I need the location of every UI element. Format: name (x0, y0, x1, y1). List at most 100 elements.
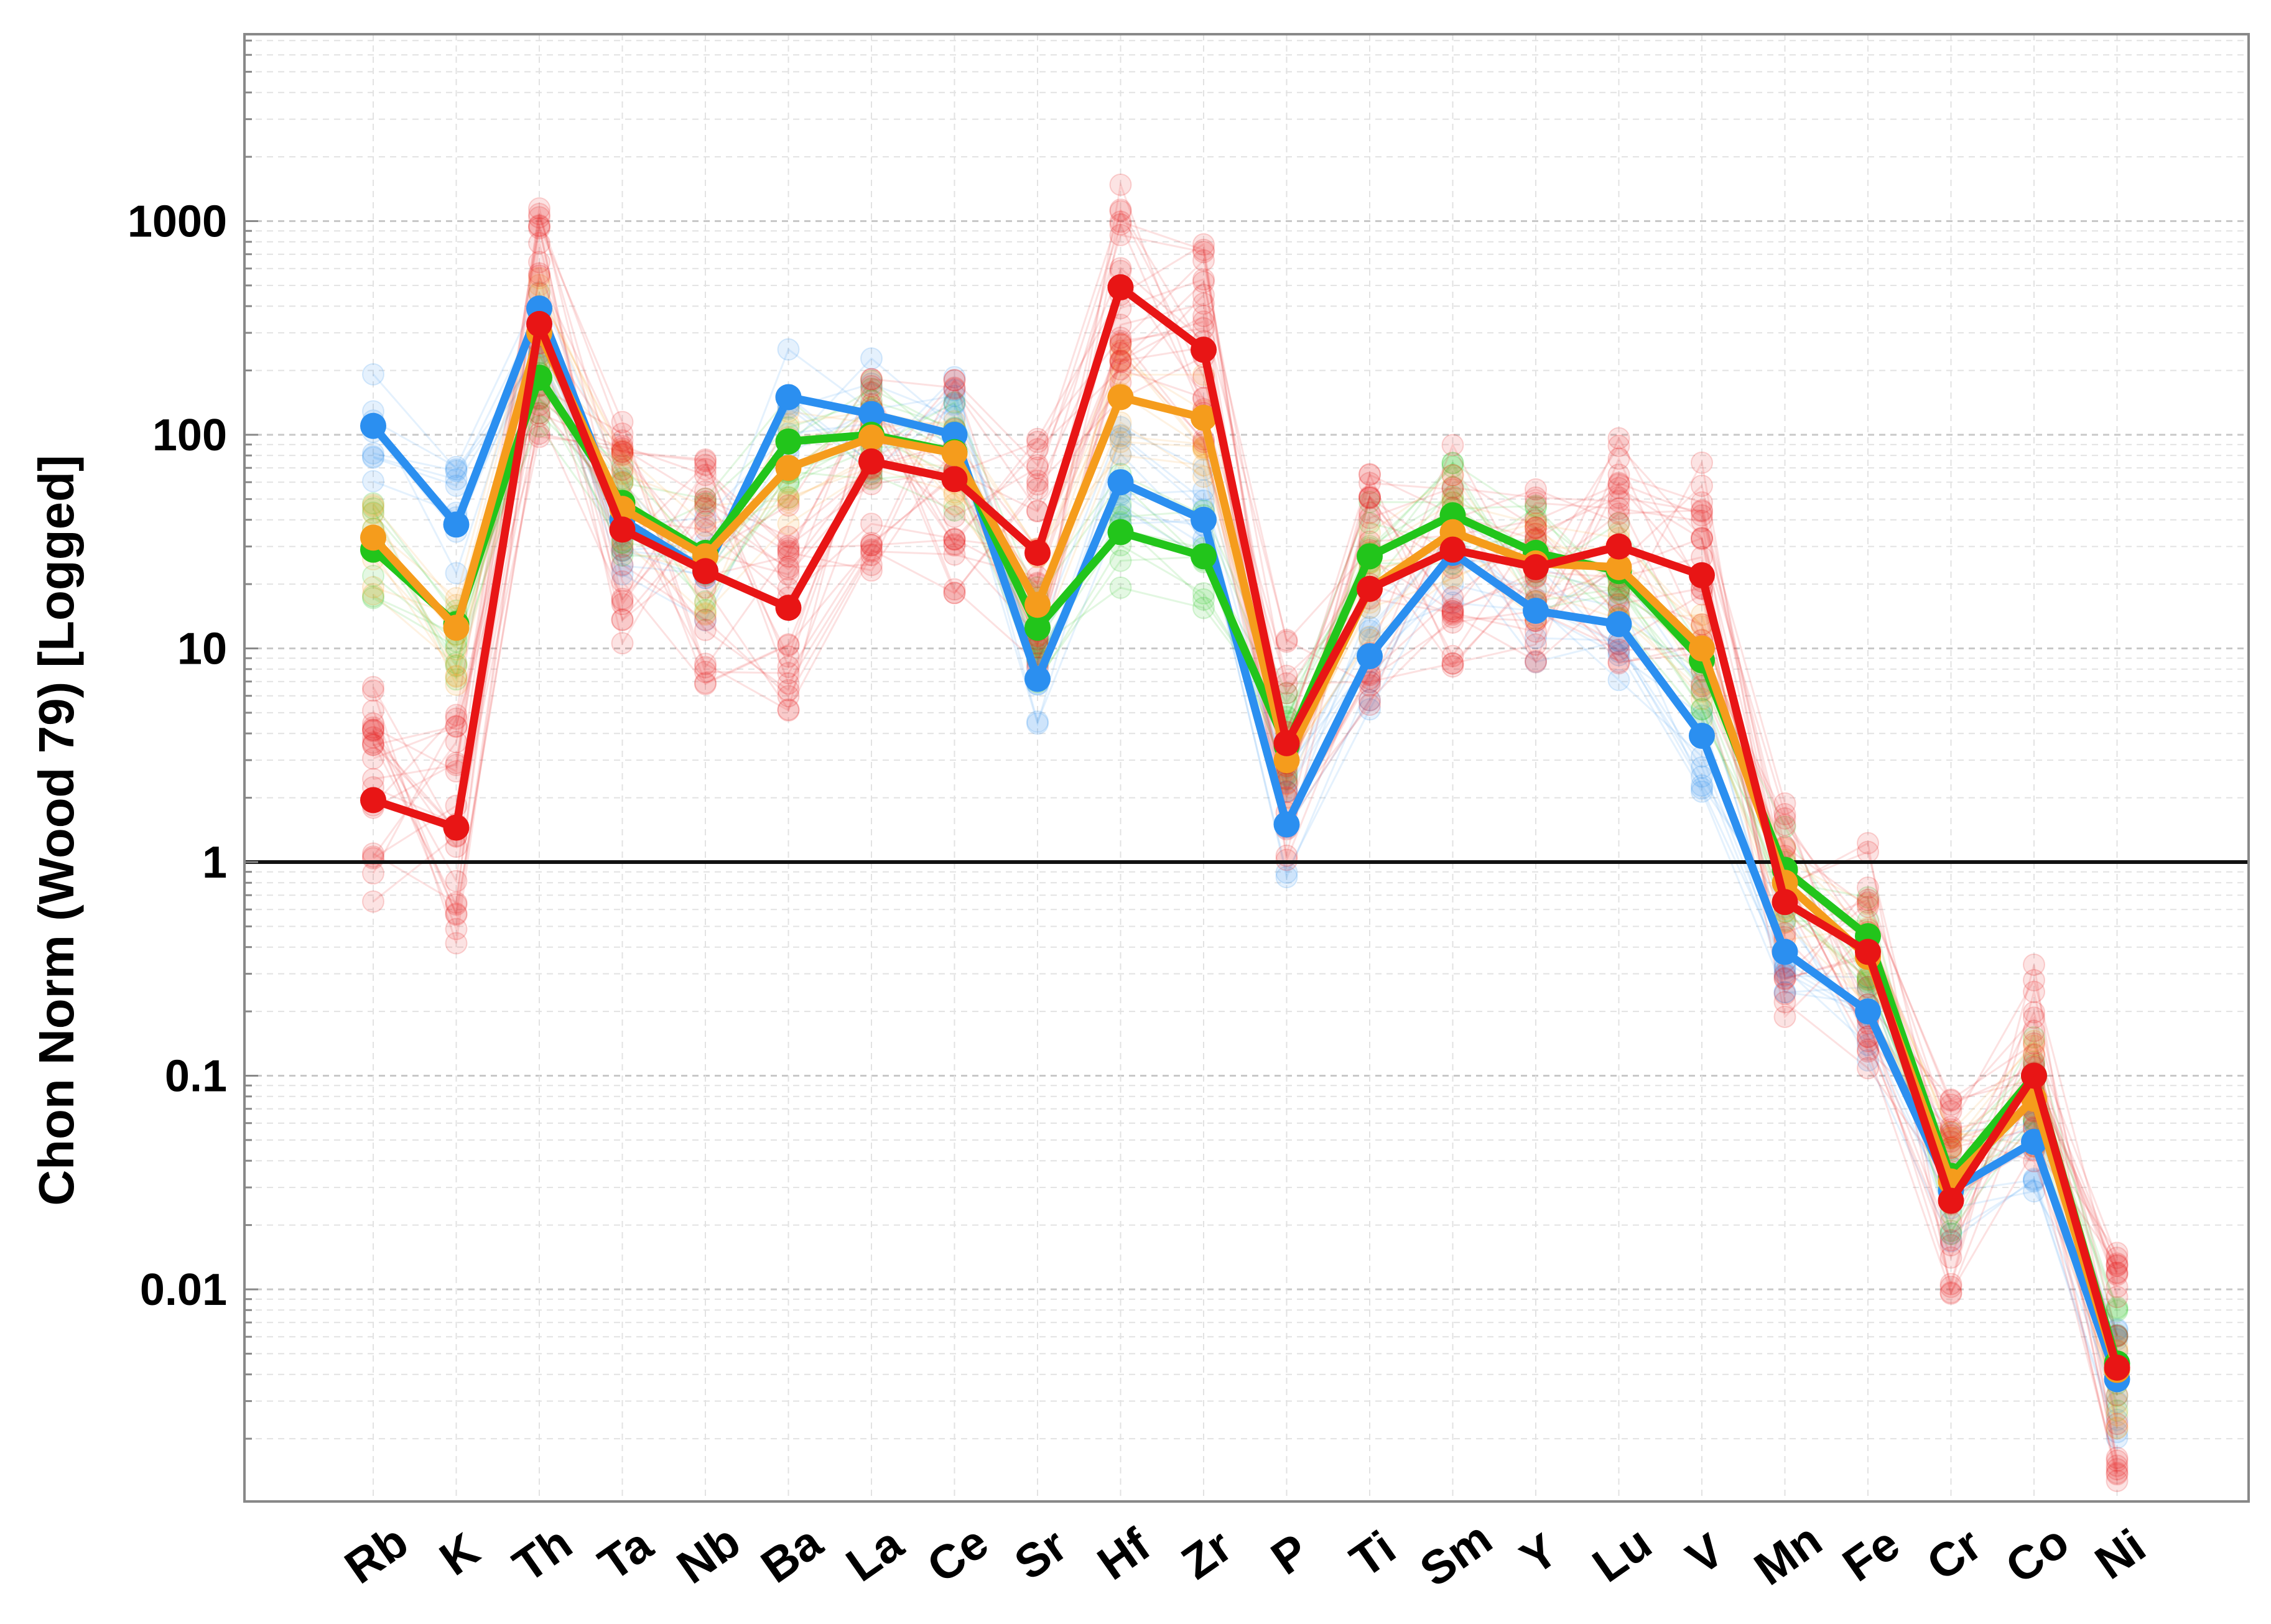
sample-point (2106, 1296, 2129, 1319)
axes (243, 33, 2250, 1503)
sample-point (860, 513, 883, 536)
sample-point (1939, 1223, 1962, 1246)
sample-point (777, 488, 800, 511)
sample-point (2106, 1252, 2129, 1275)
sample-point (777, 655, 800, 678)
data-point-p (1273, 730, 1300, 756)
sample-point (860, 369, 883, 392)
sample-point (2106, 1261, 2129, 1284)
sample-point (2023, 953, 2045, 976)
x-tick-label-ce: Ce (918, 1515, 998, 1593)
sample-point (1773, 1005, 1796, 1028)
sample-point (362, 731, 384, 754)
sample-point (2106, 1469, 2129, 1492)
sample-point (1026, 430, 1049, 453)
sample-point (860, 559, 883, 582)
sample-line (373, 345, 2118, 1439)
sample-point (1857, 891, 1879, 914)
sample-point (362, 718, 384, 741)
x-tick-label-sm: Sm (1411, 1511, 1502, 1597)
sample-point (943, 532, 966, 555)
sample-point (445, 458, 468, 481)
sample-point (1773, 807, 1796, 830)
x-tick-label-cr: Cr (1918, 1518, 1991, 1591)
sample-point (1026, 710, 1049, 733)
sample-point (1192, 310, 1215, 333)
sample-line (373, 269, 2118, 1367)
sample-point (528, 415, 550, 438)
sample-point (2106, 1421, 2129, 1444)
sample-point (528, 231, 550, 254)
sample-point (2106, 1417, 2129, 1440)
sample-point (362, 576, 384, 599)
sample-point (528, 251, 550, 274)
y-axis-label: Chon Norm (Wood 79) [Logged] (29, 455, 84, 1205)
data-point-mn (1772, 939, 1798, 965)
x-tick-label-la: La (837, 1516, 913, 1592)
sample-point (2106, 1454, 2129, 1477)
x-tick-label-y: Y (1511, 1524, 1567, 1585)
sample-line (372, 226, 2118, 1273)
sample-point (1691, 527, 1713, 550)
sample-point (1275, 630, 1298, 653)
data-point-zr (1191, 506, 1217, 533)
sample-point (528, 264, 550, 287)
sample-point (611, 589, 634, 612)
sample-point (1857, 888, 1879, 911)
sample-point (1109, 341, 1132, 364)
sample-point (445, 902, 468, 925)
sample-point (694, 506, 717, 529)
sample-point (1192, 582, 1215, 605)
sample-point (2023, 1034, 2045, 1057)
sample-point (611, 438, 634, 462)
sample-point (860, 372, 883, 395)
sample-point (777, 634, 800, 657)
data-point-y (1523, 554, 1549, 580)
sample-point (694, 510, 717, 533)
sample-point (1607, 511, 1630, 534)
sample-point (943, 582, 966, 605)
data-point-la (858, 424, 885, 451)
sample-point (1026, 454, 1049, 477)
sample-line (372, 293, 2118, 1274)
sample-point (528, 206, 550, 229)
sample-point (362, 442, 384, 465)
sample-point (694, 490, 717, 513)
sample-line (372, 208, 2118, 1482)
sample-line (372, 258, 2118, 1396)
sample-point (694, 598, 717, 621)
sample-point (1358, 616, 1381, 639)
sample-point (2106, 1262, 2129, 1285)
sample-point (1109, 200, 1132, 223)
sample-line (373, 290, 2118, 1352)
x-tick-label-rb: Rb (336, 1515, 418, 1594)
sample-point (1441, 606, 1464, 629)
data-point-sr (1024, 615, 1051, 641)
sample-point (1109, 326, 1132, 349)
sample-point (1109, 576, 1132, 599)
sample-point (1691, 687, 1713, 710)
sample-point (611, 553, 634, 576)
sample-point (777, 563, 800, 586)
sample-point (1939, 1222, 1962, 1245)
sample-point (362, 363, 384, 386)
sample-point (943, 369, 966, 392)
sample-point (1441, 644, 1464, 667)
sample-point (1358, 619, 1381, 642)
sample-point (1607, 463, 1630, 486)
data-point-zr (1191, 404, 1217, 431)
sample-point (1192, 238, 1215, 261)
data-point-sm (1439, 536, 1466, 563)
sample-point (1691, 491, 1713, 514)
sample-point (777, 699, 800, 722)
sample-point (1026, 473, 1049, 496)
x-tick-label-ta: Ta (589, 1518, 662, 1591)
x-tick-label-ba: Ba (752, 1515, 832, 1594)
sample-point (1691, 499, 1713, 522)
data-point-ba (775, 428, 802, 455)
sample-point (611, 462, 634, 485)
sample-point (2106, 1399, 2129, 1422)
sample-point (1358, 463, 1381, 486)
sample-point (2106, 1276, 2129, 1299)
sample-line (372, 273, 2118, 1266)
